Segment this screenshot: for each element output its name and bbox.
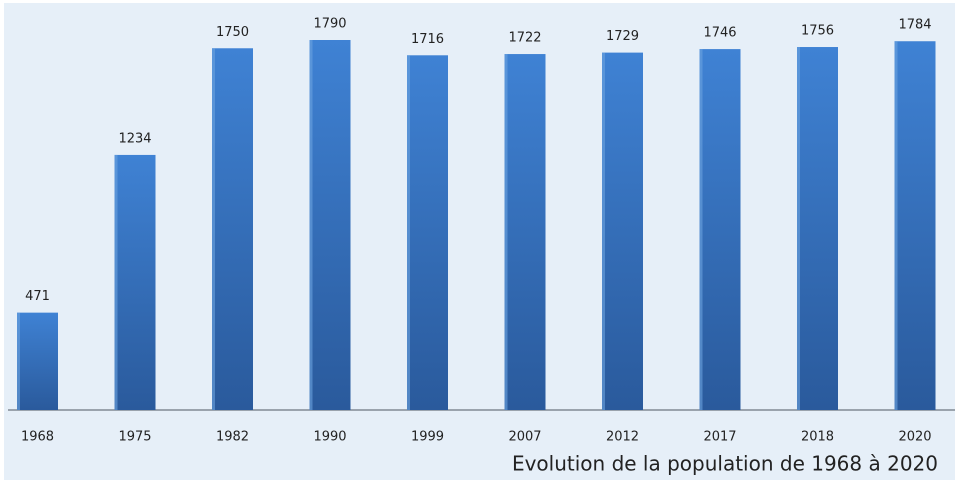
value-label: 471 [25, 289, 50, 304]
value-label: 1234 [118, 131, 151, 146]
bar [407, 55, 448, 411]
value-label: 1722 [508, 31, 541, 46]
value-label: 1729 [606, 29, 639, 44]
bar [212, 48, 253, 410]
bar [699, 49, 741, 410]
bar-highlight [602, 52, 605, 410]
bar [17, 312, 58, 410]
value-label: 1756 [801, 24, 834, 39]
value-label: 1750 [216, 25, 249, 40]
x-tick-label: 1999 [411, 430, 444, 445]
bar-highlight [699, 49, 703, 410]
value-label: 1784 [898, 18, 931, 33]
bar-highlight [797, 47, 800, 411]
bar-highlight [504, 54, 508, 410]
x-tick-label: 2012 [606, 430, 639, 445]
bar [309, 40, 351, 410]
x-tick-label: 1975 [118, 430, 151, 445]
bar-highlight [212, 48, 215, 410]
bar-highlight [309, 40, 313, 410]
x-tick-label: 2017 [703, 430, 736, 445]
x-tick-label: 1968 [21, 430, 54, 445]
value-label: 1790 [313, 17, 346, 32]
bar-highlight [407, 55, 410, 411]
bar [894, 41, 936, 410]
value-label: 1716 [411, 32, 444, 47]
value-label: 1746 [703, 26, 736, 41]
x-tick-label: 2020 [898, 430, 931, 445]
bar [602, 52, 643, 410]
bar-highlight [894, 41, 898, 410]
x-tick-label: 2018 [801, 430, 834, 445]
x-tick-label: 1990 [313, 430, 346, 445]
bar [797, 47, 838, 411]
bar [114, 154, 156, 410]
bar [504, 54, 546, 410]
chart-title: Evolution de la population de 1968 à 202… [512, 452, 938, 476]
bar-highlight [114, 154, 118, 410]
x-tick-label: 1982 [216, 430, 249, 445]
background [4, 3, 955, 480]
x-tick-label: 2007 [508, 430, 541, 445]
bar-highlight [17, 312, 20, 410]
